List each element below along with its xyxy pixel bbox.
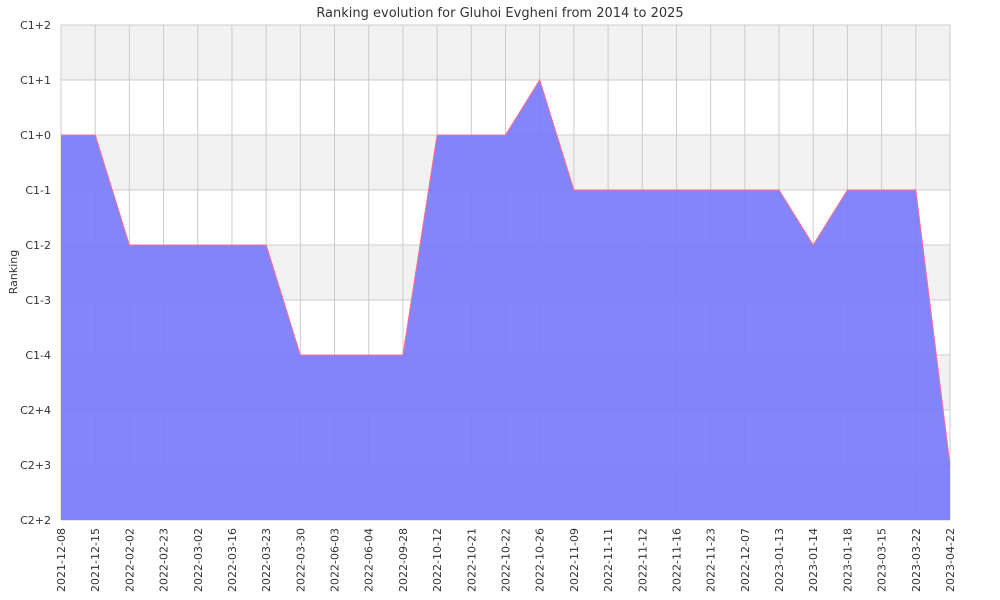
y-tick-label: C2+4 <box>20 404 51 417</box>
y-axis-label: Ranking <box>7 250 20 295</box>
x-tick-label: 2022-11-09 <box>568 528 581 592</box>
x-tick-label: 2022-02-02 <box>123 528 136 592</box>
x-tick-label: 2023-01-14 <box>807 528 820 592</box>
x-tick-label: 2021-12-08 <box>55 528 68 592</box>
x-tick-label: 2023-04-22 <box>944 528 957 592</box>
y-tick-label: C1-1 <box>25 184 51 197</box>
x-tick-label: 2022-03-16 <box>226 528 239 592</box>
x-tick-label: 2022-11-16 <box>670 528 683 592</box>
x-tick-label: 2022-03-02 <box>192 528 205 592</box>
y-tick-label: C1-3 <box>25 294 51 307</box>
x-tick-label: 2022-09-28 <box>397 528 410 592</box>
x-tick-label: 2022-11-23 <box>705 528 718 592</box>
x-tick-label: 2022-03-23 <box>260 528 273 592</box>
chart-title: Ranking evolution for Gluhoi Evgheni fro… <box>316 6 683 21</box>
x-tick-label: 2023-01-13 <box>773 528 786 592</box>
x-tick-label: 2022-06-03 <box>329 528 342 592</box>
y-tick-label: C1+1 <box>20 74 51 87</box>
x-tick-label: 2023-01-18 <box>841 528 854 592</box>
y-tick-label: C2+3 <box>20 459 51 472</box>
x-tick-label: 2022-10-26 <box>534 528 547 592</box>
x-tick-label: 2022-03-30 <box>294 528 307 592</box>
y-tick-label: C1+0 <box>20 129 51 142</box>
x-tick-label: 2022-10-22 <box>500 528 513 592</box>
y-axis-ticks: C2+2 C2+3 C2+4 C1-4 C1-3 C1-2 C1-1 C1+0 C1+1 C1+2 <box>20 19 51 527</box>
x-tick-label: 2022-10-21 <box>465 528 478 592</box>
x-tick-label: 2022-06-04 <box>363 528 376 592</box>
x-tick-label: 2023-03-15 <box>876 528 889 592</box>
y-tick-label: C1-2 <box>25 239 51 252</box>
y-tick-label: C2+2 <box>20 514 51 527</box>
x-tick-label: 2022-02-23 <box>158 528 171 592</box>
chart-area <box>60 78 951 520</box>
x-tick-label: 2023-03-22 <box>910 528 923 592</box>
x-tick-label: 2022-11-11 <box>602 528 615 592</box>
x-tick-label: 2021-12-15 <box>89 528 102 592</box>
y-tick-label: C1-4 <box>25 349 51 362</box>
x-tick-label: 2022-11-12 <box>636 528 649 592</box>
y-tick-label: C1+2 <box>20 19 51 32</box>
x-axis-ticks: 2021-12-08 2021-12-15 2022-02-02 2022-02-23… <box>55 528 957 592</box>
x-tick-label: 2022-10-12 <box>431 528 444 592</box>
x-tick-label: 2022-12-07 <box>739 528 752 592</box>
